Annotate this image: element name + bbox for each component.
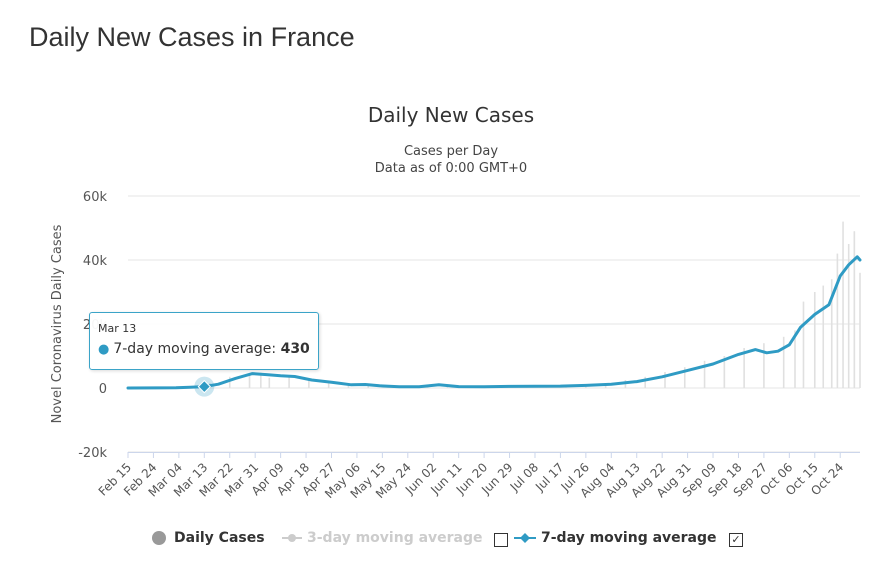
daily-cases-bar — [683, 367, 686, 388]
daily-cases-bar — [830, 279, 833, 388]
x-tick-label: Jul 08 — [507, 460, 541, 494]
daily-cases-bar — [664, 372, 666, 388]
chart-subtitle-line-1: Cases per Day — [404, 144, 498, 159]
tooltip-series-label: 7-day moving average: — [113, 341, 281, 357]
daily-cases-bar — [836, 253, 839, 388]
legend-item-3-day-average[interactable]: 3-day moving average — [282, 524, 483, 552]
daily-cases-bar — [260, 372, 262, 388]
legend-item-7-day-average[interactable]: 7-day moving average — [514, 524, 717, 552]
tooltip-value: 430 — [280, 341, 310, 357]
daily-cases-bar — [288, 375, 290, 388]
chart-tooltip: Mar 13 ● 7-day moving average: 430 — [89, 312, 319, 370]
chart-subtitle-line-2: Data as of 0:00 GMT+0 — [375, 161, 527, 176]
daily-cases-bar — [743, 348, 745, 388]
gray-circle-icon — [152, 531, 166, 545]
page-heading: Daily New Cases in France — [29, 22, 355, 52]
daily-cases-bar — [308, 380, 310, 388]
3-day-average-checkbox[interactable] — [494, 533, 508, 547]
daily-cases-bar — [248, 373, 251, 388]
daily-cases-bar — [327, 383, 330, 388]
y-axis-label: Novel Coronavirus Daily Cases — [50, 224, 65, 423]
daily-cases-bar — [703, 360, 706, 388]
y-tick-label: 40k — [83, 254, 108, 269]
y-tick-label: -20k — [78, 446, 107, 461]
daily-cases-bar — [794, 330, 796, 388]
daily-cases-bar — [802, 301, 805, 388]
daily-cases-bar — [228, 376, 231, 388]
legend-item-daily-cases[interactable]: Daily Cases — [151, 524, 265, 552]
daily-cases-bar — [367, 385, 370, 388]
daily-cases-bar — [847, 244, 850, 388]
tooltip-date: Mar 13 — [98, 322, 137, 335]
daily-cases-bar — [782, 336, 785, 388]
7-day-average-checkbox[interactable]: ✓ — [729, 533, 743, 547]
line-marker-icon — [282, 534, 302, 542]
tooltip-line: ● 7-day moving average: 430 — [98, 341, 310, 357]
y-tick-label: 60k — [83, 190, 108, 205]
daily-cases-bar — [446, 386, 449, 388]
daily-cases-bar — [822, 285, 825, 388]
daily-cases-bar — [723, 356, 726, 388]
tooltip-series-dot-icon: ● — [98, 342, 110, 357]
daily-cases-bar — [813, 292, 816, 388]
daily-cases-bar — [347, 384, 350, 388]
legend-label-daily-cases: Daily Cases — [174, 530, 265, 546]
hover-diamond-marker — [197, 379, 212, 394]
moving-average-line — [126, 255, 862, 390]
hover-marker — [194, 376, 215, 397]
daily-cases-bar — [268, 377, 271, 388]
daily-cases-bar — [763, 343, 765, 388]
7-day-average-line — [126, 255, 862, 390]
daily-cases-bar — [859, 272, 861, 388]
x-tick-label: Jul 17 — [532, 460, 566, 494]
chart-title: Daily New Cases — [368, 103, 534, 127]
line-diamond-icon — [514, 533, 536, 543]
y-tick-label: 0 — [99, 382, 107, 397]
daily-cases-bar — [842, 221, 844, 388]
chart-legend: Daily Cases 3-day moving average 7-day m… — [0, 524, 887, 552]
legend-label-7-day-average: 7-day moving average — [541, 530, 717, 546]
legend-label-3-day-average: 3-day moving average — [307, 530, 483, 546]
daily-cases-bar — [644, 376, 647, 388]
daily-cases-bar — [853, 231, 856, 388]
